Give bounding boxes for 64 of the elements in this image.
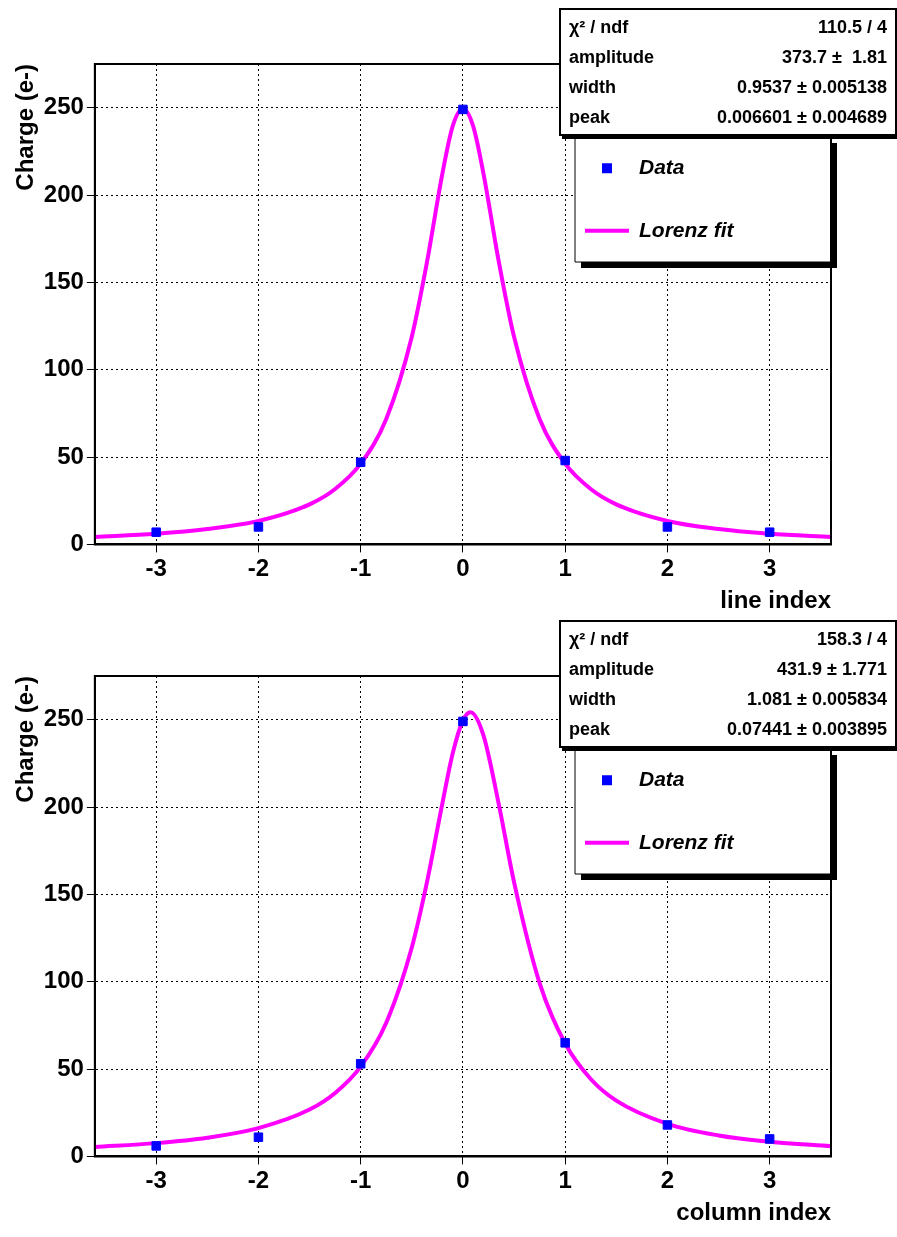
x-tick-label: 1	[558, 554, 572, 582]
x-axis-title: column index	[676, 1198, 832, 1226]
point	[253, 1132, 264, 1142]
y-tick-label: 50	[57, 1053, 84, 1081]
point	[151, 1141, 161, 1151]
y-tick-label: 250	[43, 704, 84, 732]
text: 110.5 / 4	[817, 16, 887, 39]
text: χ² / ndf	[569, 628, 629, 651]
y-tick-label: 50	[57, 441, 84, 469]
y-axis-title: Charge (e-)	[11, 676, 39, 803]
annotation: 373.7 ± 1.81	[782, 46, 887, 69]
point	[560, 455, 570, 466]
x-tick-label: 0	[456, 554, 470, 582]
y-tick-label: 150	[43, 266, 84, 294]
annotation: 0.006601 ± 0.004689	[716, 106, 887, 129]
annotation: 0.9537 ± 0.005138	[736, 76, 887, 99]
y-tick-label: 200	[43, 791, 84, 819]
legend-label: Data	[639, 155, 685, 179]
x-tick-label: 2	[660, 1166, 675, 1194]
y-tick-label: 200	[43, 179, 84, 207]
y-tick-label: 100	[43, 354, 84, 382]
x-tick-label: -1	[350, 554, 372, 582]
x-tick-label: -2	[247, 1166, 270, 1194]
text: 158.3 / 4	[816, 628, 887, 651]
y-tick-label: 0	[70, 1141, 84, 1169]
legend-label: Data	[639, 767, 685, 791]
x-tick-label: -3	[145, 1166, 167, 1194]
y-tick-label: 150	[43, 878, 84, 906]
annotation: peak	[569, 106, 611, 129]
point	[662, 522, 673, 532]
x-tick-label: 1	[558, 1166, 572, 1194]
x-tick-label: 0	[456, 1166, 470, 1194]
point	[764, 527, 775, 537]
y-tick-label: 100	[43, 966, 84, 994]
text: χ² / ndf	[569, 16, 629, 39]
annotation: peak	[569, 718, 611, 741]
point	[355, 457, 366, 468]
point	[764, 1134, 775, 1144]
x-tick-label: -3	[145, 554, 167, 582]
point	[662, 1120, 673, 1130]
x-tick-label: 3	[762, 1166, 777, 1194]
annotation: 1.081 ± 0.005834	[746, 688, 887, 711]
x-tick-label: -1	[350, 1166, 372, 1194]
x-axis-title: line index	[720, 586, 832, 614]
point	[253, 522, 264, 532]
y-axis-title: Charge (e-)	[11, 64, 39, 191]
point	[560, 1038, 570, 1048]
y-tick-label: 0	[70, 529, 84, 557]
point	[458, 104, 468, 115]
annotation: amplitude	[569, 46, 655, 69]
annotation: 0.07441 ± 0.003895	[726, 718, 887, 741]
x-tick-label: -2	[247, 554, 270, 582]
y-tick-label: 250	[43, 92, 84, 120]
annotation: width	[569, 688, 616, 711]
point	[355, 1059, 366, 1069]
x-tick-label: 3	[762, 554, 777, 582]
point	[151, 527, 161, 537]
point	[458, 716, 468, 727]
legend-label: Lorenz fit	[639, 217, 735, 241]
x-tick-label: 2	[660, 554, 675, 582]
legend-label: Lorenz fit	[639, 829, 735, 853]
annotation: amplitude	[569, 658, 655, 681]
annotation: width	[569, 76, 616, 99]
annotation: 431.9 ± 1.771	[777, 658, 887, 681]
